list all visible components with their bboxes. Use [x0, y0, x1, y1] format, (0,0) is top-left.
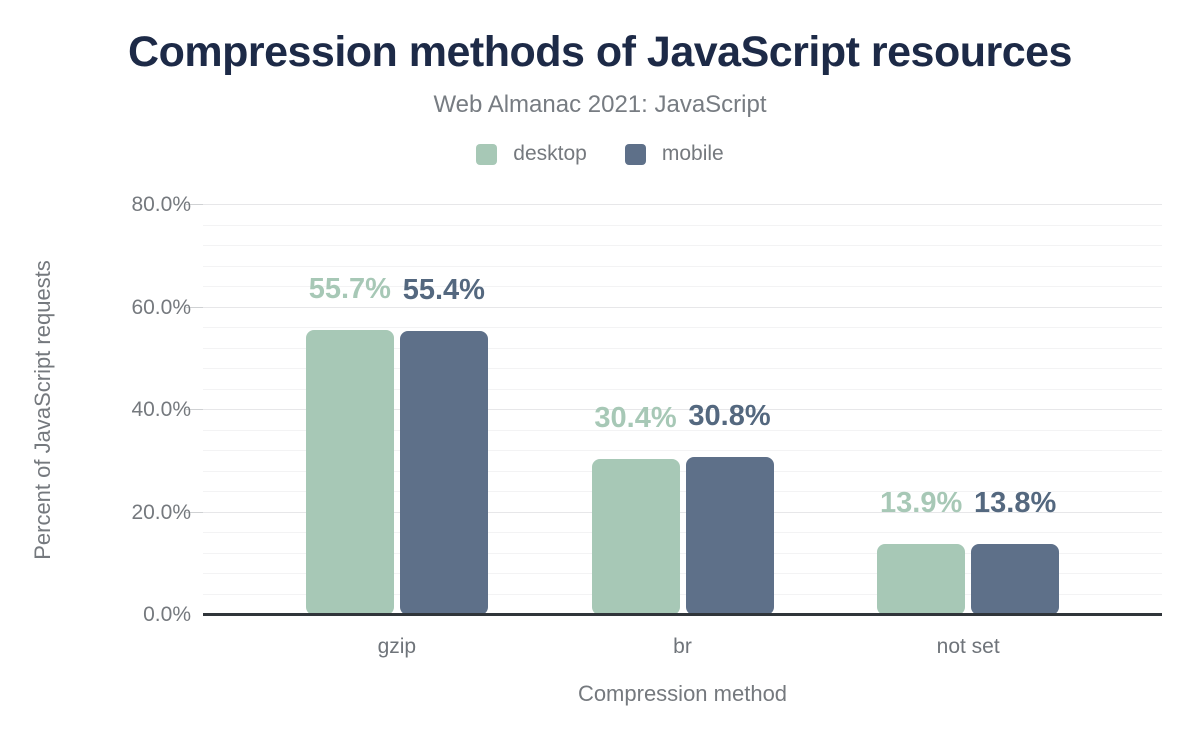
minor-gridline — [203, 286, 1162, 287]
desktop-value-label-gzip: 55.7% — [308, 272, 391, 305]
plot-area: Percent of JavaScript requests 0.0% 20.0%… — [30, 193, 1162, 706]
x-tick-label-br: br — [673, 635, 692, 658]
y-axis-tick — [186, 409, 203, 410]
y-tick-label: 20.0% — [131, 500, 191, 524]
mobile-value-label-br: 30.8% — [688, 400, 771, 433]
legend: desktop mobile — [0, 142, 1200, 166]
minor-gridline — [203, 388, 1162, 390]
mobile-value-label-gzip: 55.4% — [402, 274, 485, 307]
minor-gridline — [203, 532, 1162, 533]
y-axis-tick — [186, 511, 203, 513]
minor-gridline — [203, 245, 1162, 246]
minor-gridline — [203, 450, 1162, 451]
minor-gridline — [203, 429, 1162, 431]
x-tick-label-gzip: gzip — [377, 635, 417, 658]
legend-label-mobile: mobile — [661, 142, 724, 165]
desktop-swatch-icon — [476, 143, 498, 165]
legend-item-desktop[interactable]: desktop — [476, 142, 587, 166]
bar-group-br: 30.4% 30.8% br — [540, 205, 826, 658]
y-tick-label: 40.0% — [131, 398, 191, 421]
major-gridline — [186, 511, 1162, 513]
mobile-bar-gzip[interactable]: 55.4% — [399, 274, 488, 615]
mobile-bar-not-set[interactable]: 13.8% — [971, 487, 1060, 615]
minor-gridline — [203, 224, 1162, 226]
major-gridline — [186, 204, 1162, 205]
chart-subtitle: Web Almanac 2021: JavaScript — [433, 91, 767, 118]
minor-gridline — [203, 347, 1162, 349]
desktop-value-label-br: 30.4% — [594, 402, 677, 435]
legend-label-desktop: desktop — [513, 142, 587, 165]
y-axis-title: Percent of JavaScript requests — [30, 260, 55, 560]
minor-gridline — [203, 552, 1162, 554]
chart-title: Compression methods of JavaScript resour… — [128, 28, 1072, 76]
desktop-value-label-not-set: 13.9% — [880, 486, 963, 519]
minor-gridline — [203, 470, 1162, 472]
x-axis-line — [203, 613, 1162, 616]
desktop-bar-not-set[interactable]: 13.9% — [877, 487, 966, 615]
major-gridline — [186, 306, 1162, 308]
minor-gridline — [203, 368, 1162, 369]
x-tick-label-not-set: not set — [936, 635, 1000, 658]
y-tick-label: 60.0% — [131, 295, 191, 319]
y-axis-tick — [186, 204, 203, 205]
mobile-swatch-icon — [624, 143, 646, 165]
bar-group-gzip: 55.7% 55.4% gzip — [254, 205, 540, 658]
minor-gridline — [203, 491, 1162, 492]
bars-row: 55.7% 55.4% gzip 30.4% 30.8% br 13.9% 13.8% not … — [203, 205, 1162, 658]
mobile-value-label-not-set: 13.8% — [974, 487, 1057, 520]
y-tick-label: 0.0% — [143, 603, 191, 626]
desktop-bar-br[interactable]: 30.4% — [591, 402, 680, 615]
legend-item-mobile[interactable]: mobile — [624, 142, 724, 166]
minor-gridline — [203, 573, 1162, 574]
minor-gridline — [203, 593, 1162, 595]
desktop-bar-gzip[interactable]: 55.7% — [305, 273, 394, 615]
minor-gridline — [203, 327, 1162, 328]
y-tick-label: 80.0% — [131, 193, 191, 216]
x-axis-title: Compression method — [577, 681, 788, 706]
major-gridline — [186, 409, 1162, 410]
y-axis-tick — [186, 306, 203, 308]
bar-group-not-set: 13.9% 13.8% not set — [825, 205, 1111, 658]
mobile-bar-br[interactable]: 30.8% — [685, 400, 774, 615]
minor-gridline — [203, 265, 1162, 267]
